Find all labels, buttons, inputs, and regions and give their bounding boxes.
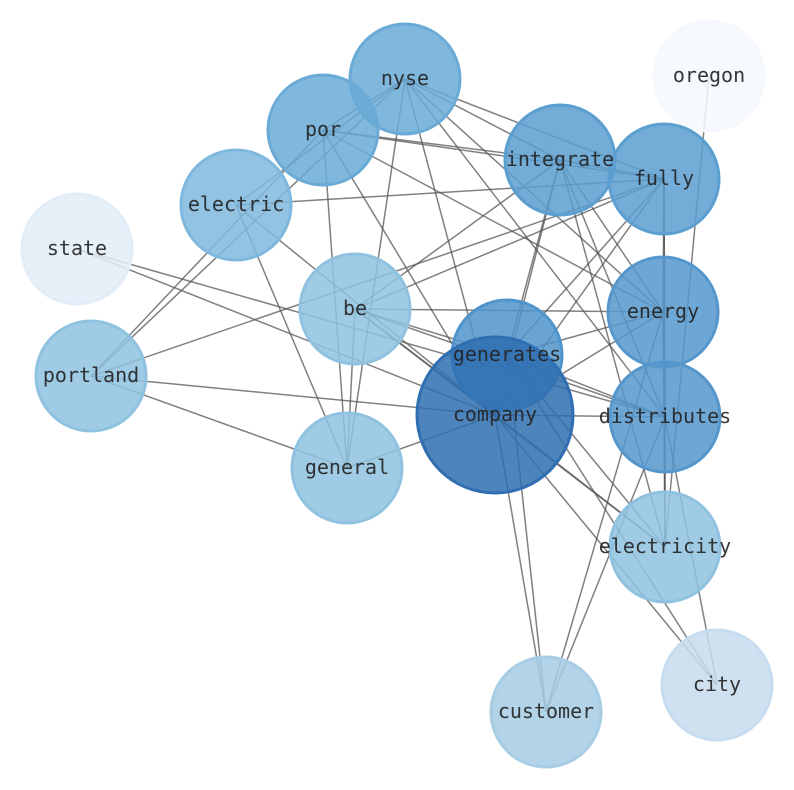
node-label-por: por xyxy=(305,117,341,141)
node-general xyxy=(290,411,404,525)
node-electricity xyxy=(608,490,722,604)
edge-integrate-electricity xyxy=(559,159,666,548)
node-be xyxy=(298,252,412,366)
node-label-be: be xyxy=(343,296,367,320)
node-label-company: company xyxy=(453,402,537,426)
node-label-electric: electric xyxy=(188,192,284,216)
node-label-customer: customer xyxy=(498,699,594,723)
node-label-nyse: nyse xyxy=(381,66,429,90)
node-oregon xyxy=(652,19,766,133)
labels-layer: nyse oregon por integrate fully electric state… xyxy=(43,63,745,723)
node-city xyxy=(660,628,774,742)
node-label-fully: fully xyxy=(634,166,694,190)
node-state xyxy=(20,192,134,306)
nodes-layer xyxy=(20,19,774,769)
node-label-oregon: oregon xyxy=(673,63,745,87)
node-portland xyxy=(34,319,148,433)
node-label-integrate: integrate xyxy=(506,147,614,171)
node-nyse xyxy=(348,22,462,136)
node-company xyxy=(415,335,575,495)
node-electric xyxy=(179,148,293,262)
node-por xyxy=(266,73,380,187)
node-distributes xyxy=(608,360,722,474)
node-label-general: general xyxy=(305,455,389,479)
node-label-distributes: distributes xyxy=(599,404,731,428)
edge-por-energy xyxy=(322,129,664,313)
edge-nyse-distributes xyxy=(404,78,666,418)
node-label-energy: energy xyxy=(627,299,699,323)
node-label-city: city xyxy=(693,672,741,696)
node-fully xyxy=(607,122,721,236)
node-label-generates: generates xyxy=(453,342,561,366)
node-customer xyxy=(489,655,603,769)
node-label-portland: portland xyxy=(43,363,139,387)
node-label-state: state xyxy=(47,236,107,260)
node-label-electricity: electricity xyxy=(599,534,731,558)
